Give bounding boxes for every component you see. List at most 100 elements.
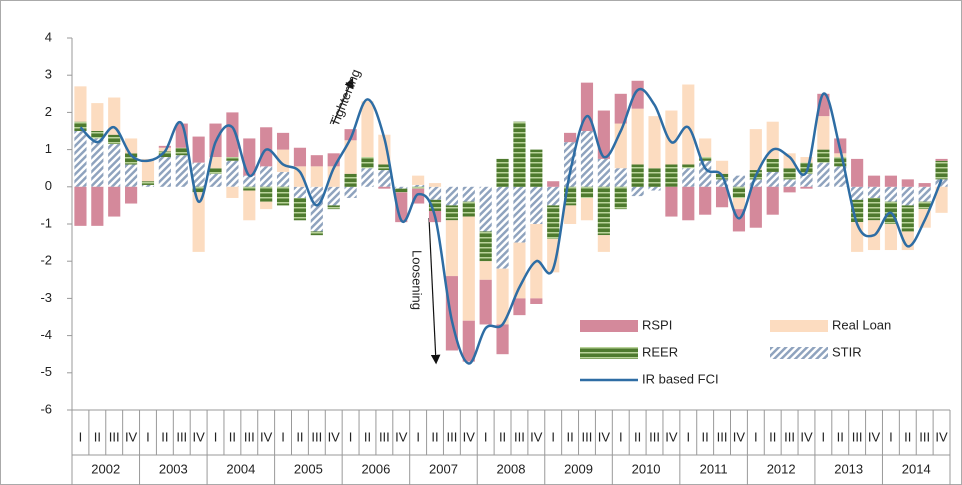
bar-segment [226, 157, 239, 161]
bar-segment [715, 160, 729, 174]
bar-segment [74, 186, 87, 226]
bar-segment [91, 103, 104, 131]
bar-segment [817, 149, 830, 163]
bar-segment [209, 168, 222, 174]
bar-segment [834, 166, 847, 187]
y-tick-label: -3 [40, 290, 52, 305]
bar-segment [749, 186, 762, 228]
bar-segment [547, 205, 560, 239]
bar-segment [141, 181, 155, 185]
legend-label: STIR [832, 344, 862, 359]
x-tick-label: IV [530, 429, 543, 444]
bar-segment [344, 129, 357, 141]
legend-label: REER [642, 344, 678, 359]
year-label: 2013 [834, 461, 863, 476]
bar-segment [766, 158, 779, 172]
bar-segment [310, 231, 323, 236]
bar-segment [361, 168, 374, 187]
bar-segment [260, 166, 273, 187]
year-label: 2010 [632, 461, 661, 476]
bar-segment [293, 186, 307, 198]
bar-segment [462, 201, 475, 217]
bar-segment [682, 168, 695, 187]
bar-segment [547, 186, 560, 206]
y-tick-label: -1 [40, 215, 52, 230]
bar-segment [918, 186, 931, 202]
x-tick-label: IV [463, 429, 476, 444]
year-label: 2005 [294, 461, 323, 476]
x-tick-label: II [499, 429, 506, 444]
bar-segment [361, 157, 374, 169]
bar-segment [665, 186, 678, 217]
x-tick-label: IV [733, 429, 746, 444]
bar-segment [412, 184, 425, 187]
y-tick-label: -5 [40, 364, 52, 379]
legend-label: IR based FCI [642, 371, 719, 386]
bar-segment [260, 201, 273, 210]
x-tick-label: II [94, 429, 101, 444]
bar-segment [513, 121, 526, 187]
bar-segment [901, 186, 914, 206]
x-tick-label: IV [125, 429, 138, 444]
bar-segment [800, 186, 813, 189]
x-tick-label: I [79, 429, 83, 444]
bar-segment [665, 164, 678, 187]
bar-segment [715, 186, 729, 208]
y-tick-label: 2 [45, 104, 52, 119]
x-tick-label: III [244, 429, 255, 444]
year-label: 2012 [767, 461, 796, 476]
bar-segment [648, 116, 661, 169]
y-tick-label: 3 [45, 67, 52, 82]
x-tick-label: I [281, 429, 285, 444]
x-tick-label: I [416, 429, 420, 444]
x-tick-label: III [852, 429, 863, 444]
bar-segment [209, 173, 222, 187]
bar-segment [74, 131, 87, 187]
legend-swatch [770, 347, 828, 359]
bar-segment [496, 158, 509, 187]
bar-segment [783, 179, 796, 187]
bar-segment [547, 238, 560, 273]
bar-segment [884, 224, 897, 251]
year-label: 2002 [91, 461, 120, 476]
bar-segment [91, 138, 104, 187]
bar-segment [867, 186, 881, 198]
bar-segment [901, 179, 914, 187]
bar-segment [513, 298, 526, 316]
bar-segment [901, 205, 914, 232]
bar-segment [766, 171, 779, 187]
bar-segment [141, 184, 155, 187]
legend-swatch [580, 320, 638, 332]
year-label: 2007 [429, 461, 458, 476]
bar-segment [108, 144, 121, 187]
x-tick-label: III [446, 429, 457, 444]
bar-segment [125, 186, 138, 204]
y-tick-label: -2 [40, 253, 52, 268]
bar-segment [547, 181, 560, 187]
bar-segment [530, 149, 543, 187]
bar-segment [395, 186, 408, 189]
bar-segment [800, 173, 813, 187]
tightening-arrow [332, 77, 354, 125]
bar-segment [310, 186, 323, 232]
bar-segment [108, 97, 121, 135]
bar-segment [276, 171, 290, 187]
bar-segment [158, 145, 171, 148]
bar-segment [631, 164, 644, 187]
bar-segment [513, 186, 526, 243]
bar-segment [884, 175, 897, 187]
bar-segment [682, 186, 695, 221]
bar-segment [597, 235, 610, 252]
bar-segment [597, 110, 610, 159]
bar-segment [648, 168, 661, 187]
bar-segment [580, 197, 594, 221]
x-tick-label: I [619, 429, 623, 444]
bar-segment [243, 175, 256, 187]
bar-segment [564, 205, 577, 224]
bar-segment [597, 158, 610, 187]
bar-segment [699, 157, 712, 161]
bar-segment [817, 162, 830, 187]
bar-segment [344, 140, 357, 174]
x-tick-label: II [769, 429, 776, 444]
bar-segment [732, 186, 746, 198]
